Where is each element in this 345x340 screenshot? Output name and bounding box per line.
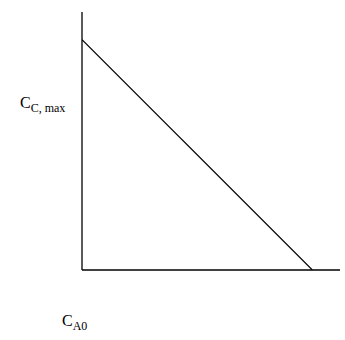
y-axis-label-main: C — [20, 94, 31, 111]
y-axis-label: CC, max — [20, 94, 65, 115]
plot-area — [82, 40, 312, 270]
chart-container: CC, maxCA0 — [0, 0, 345, 340]
x-axis-label: CA0 — [62, 312, 87, 333]
x-axis-label-main: C — [62, 312, 73, 329]
y-axis-label-subscript: C, max — [31, 101, 66, 115]
x-axis-label-subscript: A0 — [73, 319, 88, 333]
data-line — [82, 40, 312, 270]
x-axis — [82, 269, 340, 270]
chart-svg: CC, maxCA0 — [0, 0, 345, 340]
y-axis — [81, 12, 82, 270]
